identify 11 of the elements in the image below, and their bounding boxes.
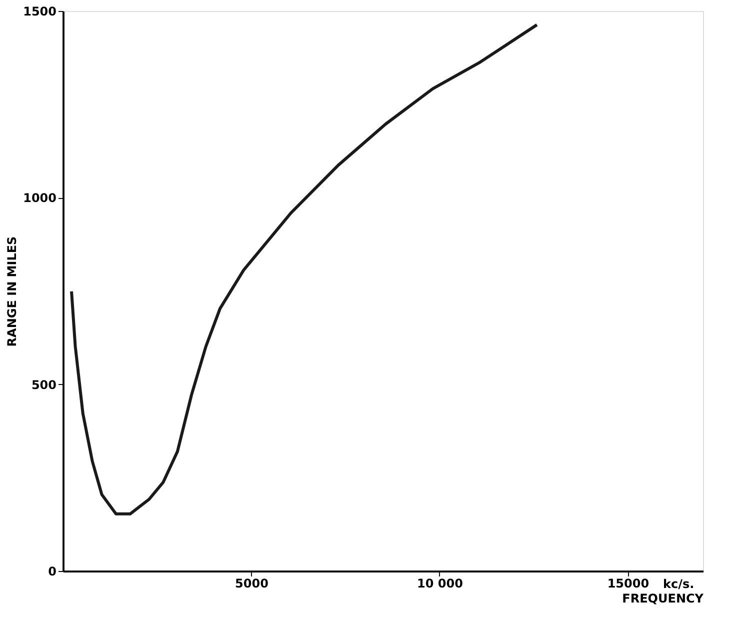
y-tick-label: 1000 xyxy=(23,191,56,206)
y-tick-label: 0 xyxy=(48,564,56,578)
x-tick-label: 15000 xyxy=(607,576,650,590)
y-tick-label: 1500 xyxy=(23,4,56,18)
y-axis-title: RANGE IN MILES xyxy=(5,236,20,347)
y-tick-label: 500 xyxy=(31,378,56,392)
x-axis-title: FREQUENCY xyxy=(622,592,704,606)
text: kc/s. xyxy=(663,577,694,591)
x-tick-label: 5000 xyxy=(235,576,268,590)
line-series xyxy=(70,23,538,516)
x-tick-label: 10 000 xyxy=(417,576,463,590)
